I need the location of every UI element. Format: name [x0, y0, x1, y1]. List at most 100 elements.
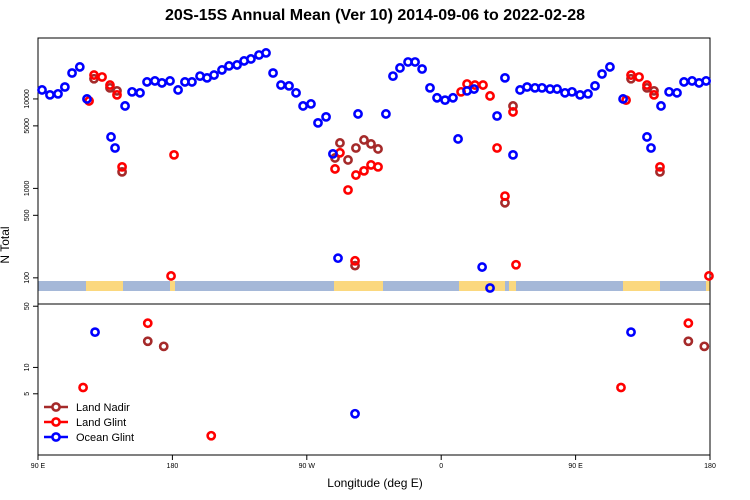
- land-band: [509, 281, 516, 291]
- point: [343, 155, 353, 165]
- land-band: [623, 281, 660, 291]
- point: [683, 336, 694, 347]
- point: [704, 271, 714, 281]
- point: [485, 283, 495, 293]
- point: [261, 48, 271, 58]
- point: [417, 64, 427, 74]
- point: [97, 72, 107, 82]
- point: [328, 148, 338, 159]
- x-tick-label: 90 E: [31, 463, 46, 470]
- point: [232, 60, 242, 70]
- point: [112, 89, 122, 100]
- point: [500, 191, 510, 201]
- point: [642, 132, 652, 142]
- y-axis-label: N Total: [0, 226, 12, 263]
- point: [37, 85, 47, 95]
- point: [313, 117, 323, 128]
- point: [335, 138, 345, 148]
- point: [350, 408, 360, 419]
- point: [626, 327, 636, 338]
- x-tick-label: 90 W: [299, 463, 316, 470]
- point: [59, 82, 70, 92]
- land-band: [170, 281, 175, 291]
- point: [333, 253, 343, 264]
- point: [217, 65, 227, 75]
- point: [656, 101, 666, 111]
- chart-title: 20S-15S Annual Mean (Ver 10) 2014-09-06 …: [165, 7, 585, 24]
- land-band: [459, 281, 505, 291]
- point: [699, 341, 710, 352]
- point: [618, 94, 628, 104]
- point: [478, 80, 488, 90]
- point: [343, 185, 353, 195]
- land-band: [706, 281, 710, 291]
- point: [373, 161, 383, 172]
- point: [655, 166, 665, 177]
- point: [206, 430, 217, 441]
- point: [616, 382, 626, 393]
- point: [395, 63, 405, 73]
- point: [268, 68, 278, 78]
- point: [485, 91, 495, 101]
- point: [142, 336, 153, 347]
- x-tick-label: 180: [704, 463, 716, 470]
- point: [351, 143, 361, 153]
- y-tick-label: 50: [24, 302, 31, 310]
- point: [683, 318, 694, 329]
- point: [350, 260, 360, 271]
- legend-marker: [51, 402, 61, 412]
- point: [440, 95, 450, 106]
- point: [135, 87, 145, 98]
- point: [492, 111, 502, 121]
- point: [187, 77, 197, 87]
- x-tick-label: 180: [167, 463, 179, 470]
- y-tick-label: 500: [24, 209, 31, 221]
- point: [583, 88, 593, 99]
- point: [117, 166, 127, 177]
- point: [209, 70, 219, 80]
- point: [53, 88, 63, 99]
- x-axis-label: Longitude (deg E): [327, 476, 422, 490]
- point: [359, 135, 369, 145]
- land-band: [86, 281, 123, 291]
- point: [166, 271, 176, 281]
- y-tick-label: 5: [24, 392, 31, 396]
- point: [381, 109, 391, 119]
- point: [448, 92, 458, 103]
- point: [432, 92, 442, 103]
- y-tick-label: 100: [24, 272, 31, 284]
- point: [117, 161, 127, 172]
- point: [701, 76, 712, 86]
- point: [410, 57, 420, 67]
- point: [552, 84, 562, 94]
- point: [511, 259, 521, 270]
- land-mask-strip: [38, 281, 710, 291]
- point: [321, 111, 331, 122]
- point: [330, 164, 340, 174]
- point: [642, 80, 652, 90]
- point: [158, 341, 169, 352]
- point: [78, 382, 88, 393]
- point: [351, 170, 361, 180]
- point: [105, 80, 115, 90]
- x-tick-label: 0: [439, 463, 443, 470]
- point: [291, 87, 301, 98]
- point: [655, 161, 665, 172]
- point: [306, 99, 316, 109]
- point: [453, 134, 463, 144]
- point: [605, 62, 615, 72]
- point: [359, 165, 369, 176]
- legend-marker: [51, 417, 61, 427]
- legend-label: Land Nadir: [76, 402, 130, 414]
- point: [67, 68, 77, 78]
- point: [500, 72, 510, 83]
- y-tick-label: 10000: [24, 89, 31, 109]
- point: [142, 318, 153, 329]
- point: [246, 54, 256, 64]
- point: [350, 255, 360, 266]
- point: [366, 139, 376, 149]
- point: [672, 87, 682, 98]
- point: [110, 143, 120, 153]
